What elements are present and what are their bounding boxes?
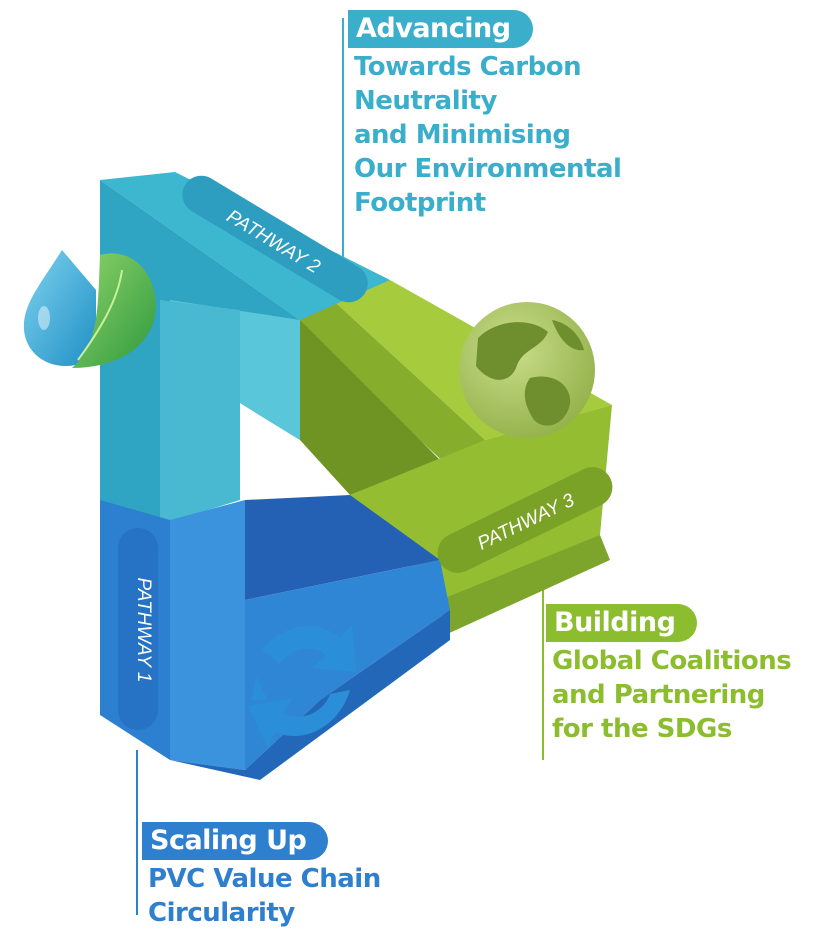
teal-column-face bbox=[160, 300, 240, 525]
pathway-2-line: and Minimising bbox=[354, 120, 571, 150]
blue-column-side bbox=[170, 500, 245, 770]
green-left-face bbox=[300, 270, 485, 500]
pathway-1-tag: PATHWAY 1 bbox=[118, 528, 158, 730]
pathway-2-description: Towards Carbon Neutrality and Minimising… bbox=[348, 50, 622, 220]
water-drop-leaf-icon bbox=[23, 250, 156, 368]
pathway-3-callout: Building Global Coalitions and Partnerin… bbox=[546, 604, 792, 746]
pathway-3-heading: Building bbox=[546, 604, 698, 642]
pathway-3-description: Global Coalitions and Partnering for the… bbox=[546, 644, 792, 746]
pathway-1-heading: Scaling Up bbox=[142, 822, 329, 860]
globe-icon bbox=[459, 302, 595, 438]
pathway-1-description: PVC Value Chain Circularity bbox=[142, 862, 381, 930]
pathway-2-line: Our Environmental bbox=[354, 154, 622, 184]
pathway-3-line: Global Coalitions bbox=[552, 646, 792, 676]
green-inner-face bbox=[300, 320, 440, 495]
pathway-2-line: Footprint bbox=[354, 188, 486, 218]
pathway-1-line: Circularity bbox=[148, 898, 295, 928]
recycle-arrows-icon bbox=[248, 625, 356, 748]
pathway-3-line: and Partnering bbox=[552, 680, 765, 710]
pathway-2-heading: Advancing bbox=[348, 10, 533, 48]
pathway-1-callout: Scaling Up PVC Value Chain Circularity bbox=[142, 822, 381, 930]
pathway-1-label: PATHWAY 1 bbox=[133, 578, 154, 683]
pathway-2-callout: Advancing Towards Carbon Neutrality and … bbox=[348, 10, 622, 220]
blue-inner-face bbox=[245, 495, 440, 600]
pathway-2-line: Towards Carbon bbox=[354, 52, 582, 82]
pathway-2-arm bbox=[100, 172, 390, 530]
pathway-3-line: for the SDGs bbox=[552, 714, 732, 744]
pathway-1-line: PVC Value Chain bbox=[148, 864, 381, 894]
green-bottom-face bbox=[440, 535, 610, 635]
pathway-2-line: Neutrality bbox=[354, 86, 497, 116]
